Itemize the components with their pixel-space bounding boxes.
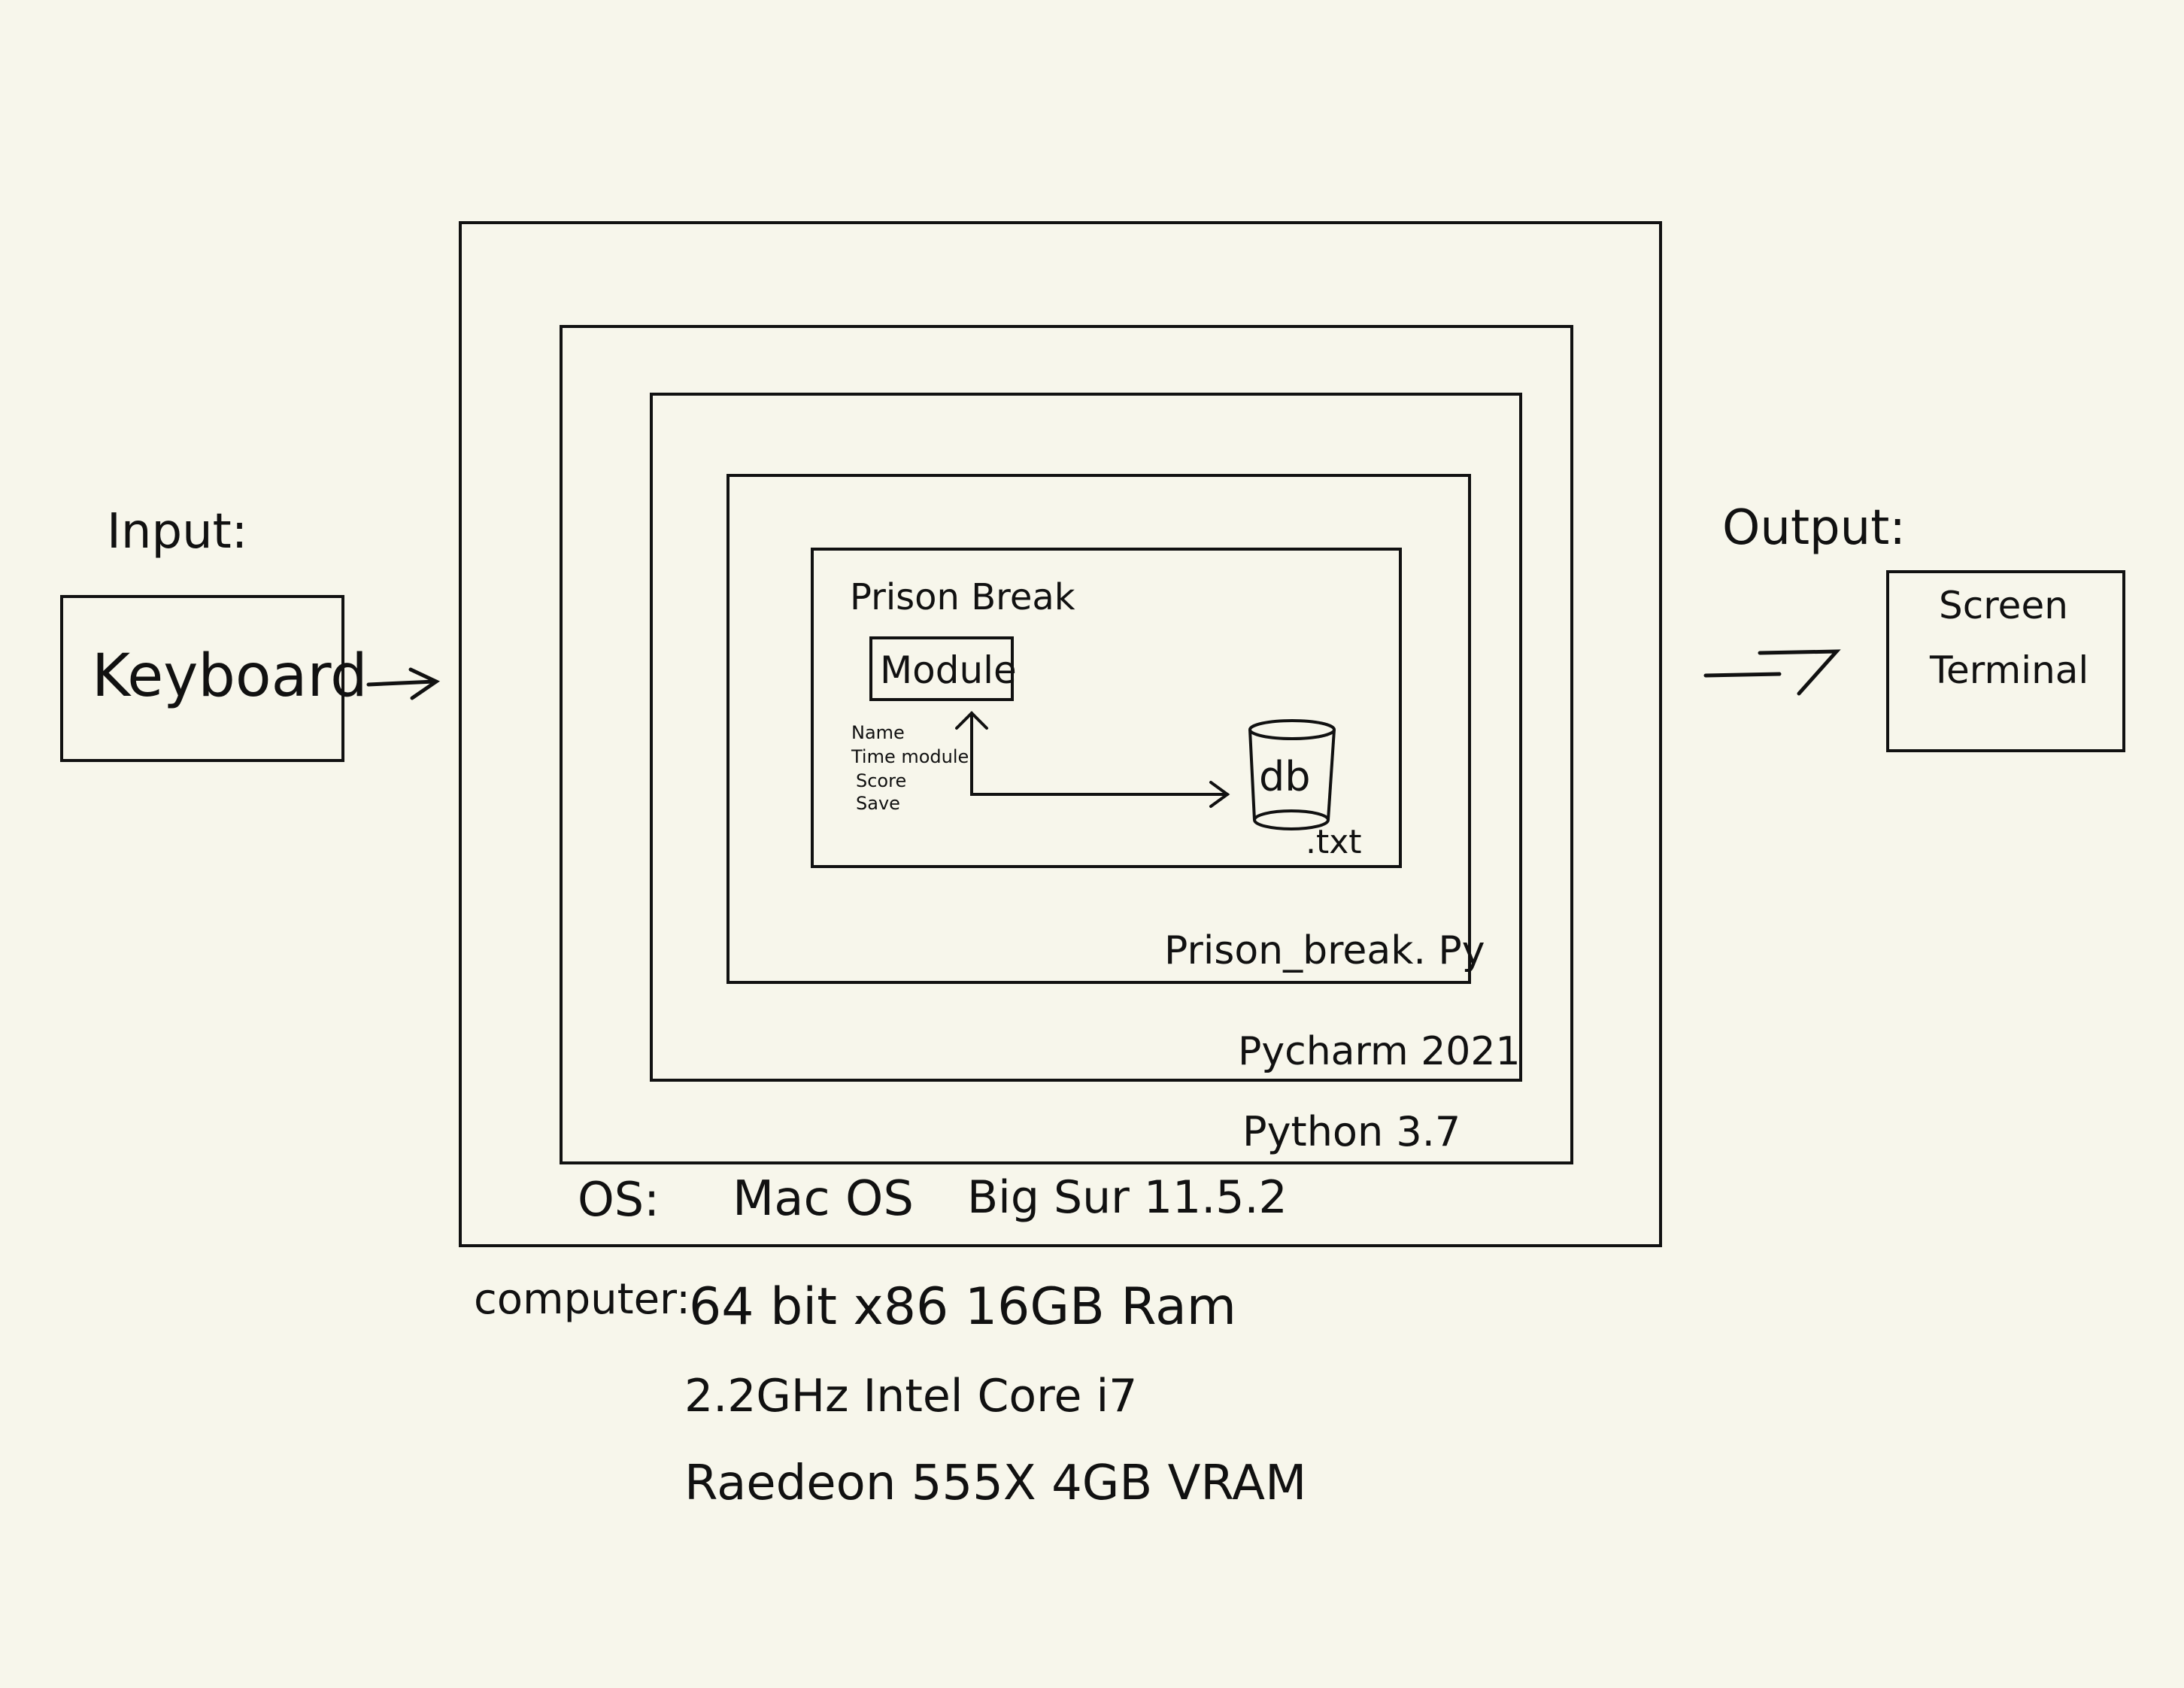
program-box [811,548,1402,868]
computer-spec-3: Raedeon 555X 4GB VRAM [684,1456,1307,1511]
module-box [869,636,1014,701]
computer-spec-2: 2.2GHz Intel Core i7 [684,1370,1138,1422]
file-label: Prison_break. Py [1164,928,1485,973]
keyboard-label: Keyboard [92,642,368,710]
input-label: Input: [107,504,248,560]
module-item-name: Name [851,722,905,743]
module-item-save: Save [856,793,900,814]
module-item-time: Time module [851,746,969,767]
computer-spec-1: 64 bit x86 16GB Ram [689,1277,1237,1337]
pycharm-box [726,474,1471,984]
db-label: db [1259,753,1311,800]
output-screen-label: Screen [1939,584,2068,627]
db-ext-label: .txt [1306,823,1362,861]
python-box [650,393,1522,1082]
module-item-score: Score [856,770,907,791]
db-cylinder-icon [1248,719,1336,830]
output-terminal-label: Terminal [1930,648,2089,692]
os-box [560,325,1573,1164]
input-arrow [366,667,441,700]
keyboard-box [60,595,344,762]
computer-box [459,221,1662,1247]
pycharm-label: Pycharm 2021 [1238,1029,1521,1074]
os-label: OS: [578,1172,660,1227]
python-label: Python 3.7 [1242,1108,1461,1155]
module-db-arrow [955,711,1230,808]
output-box [1886,570,2125,752]
module-label: Module [880,648,1017,692]
output-label: Output: [1722,500,1906,556]
program-title: Prison Break [850,576,1075,618]
os-name: Mac OS [733,1171,914,1227]
computer-label: computer: [474,1275,690,1324]
os-version: Big Sur 11.5.2 [967,1171,1288,1224]
output-arrow [1703,649,1841,696]
